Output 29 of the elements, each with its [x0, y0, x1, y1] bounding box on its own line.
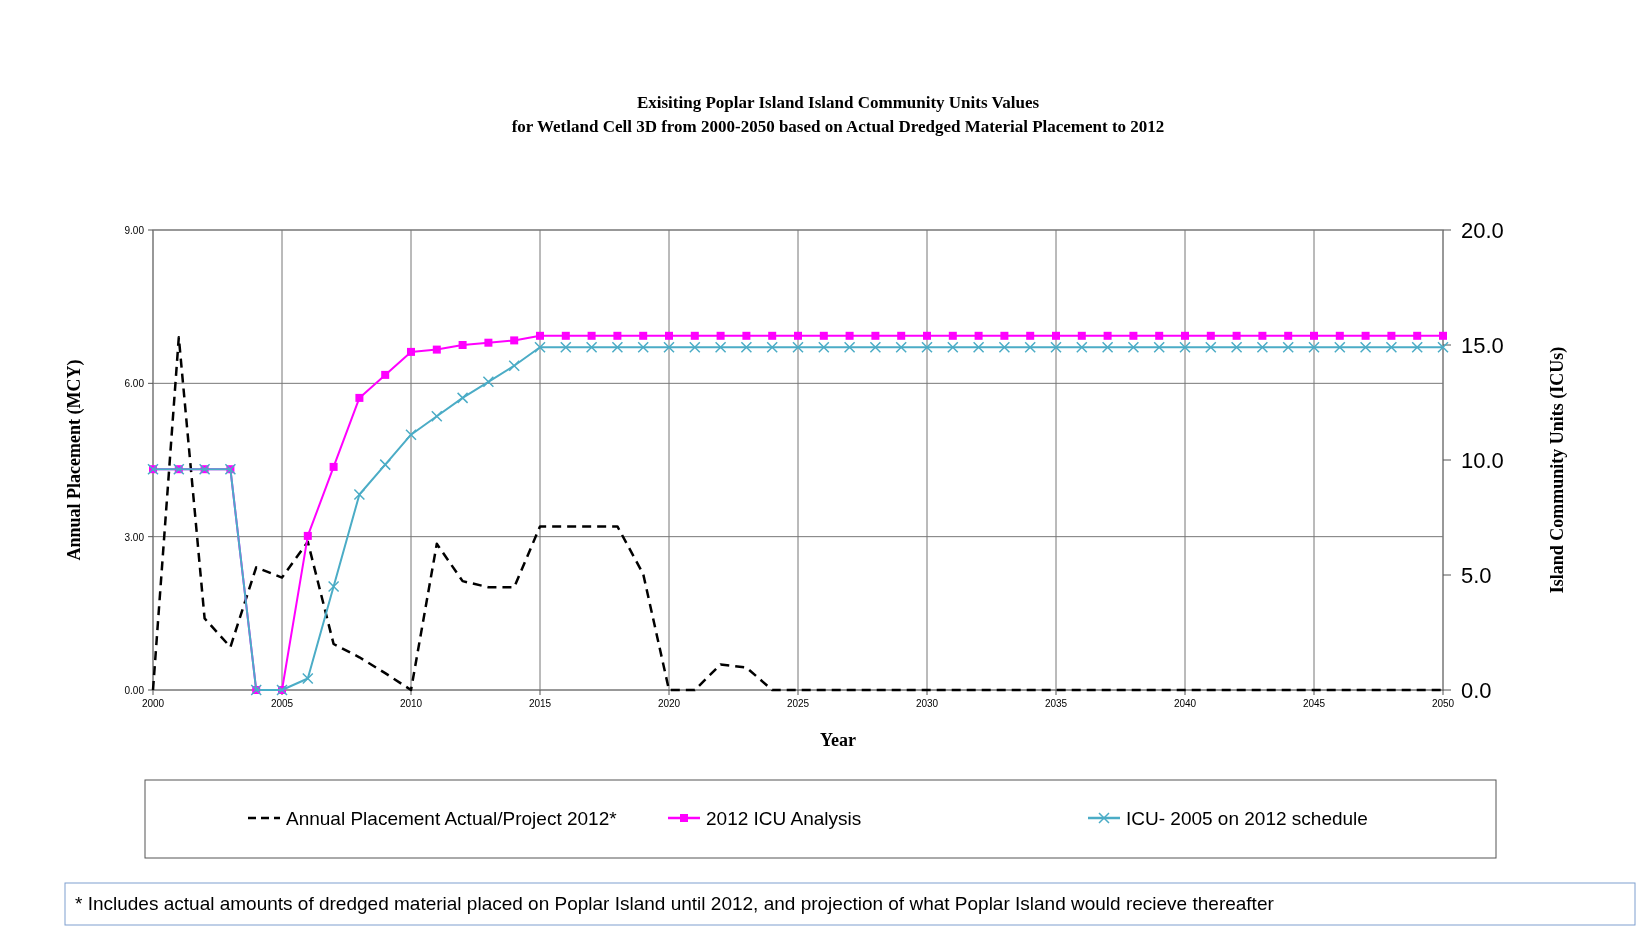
chart-title: Exisiting Poplar Island Island Community Units Values — [636, 93, 1040, 112]
legend-label: Annual Placement Actual/Project 2012* — [286, 808, 618, 829]
x-tick-label: 2010 — [399, 698, 423, 709]
x-tick-label: 2005 — [270, 698, 294, 709]
chart-subtitle: for Wetland Cell 3D from 2000-2050 based on Actual Dredged Material Placement to 2012 — [511, 117, 1165, 136]
y2-tick-label: 10.0 — [1461, 448, 1504, 473]
x-axis-title: Year — [820, 730, 856, 750]
y-axis-title: Annual Placement (MCY) — [64, 359, 85, 561]
legend-label: 2012 ICU Analysis — [706, 808, 862, 829]
x-tick-label: 2030 — [915, 698, 939, 709]
y2-tick-label: 0.0 — [1461, 678, 1492, 703]
x-tick-label: 2040 — [1173, 698, 1197, 709]
x-tick-label: 2015 — [528, 698, 552, 709]
x-tick-label: 2035 — [1044, 698, 1068, 709]
y2-tick-label: 5.0 — [1461, 563, 1492, 588]
x-tick-label: 2020 — [657, 698, 681, 709]
x-tick-label: 2000 — [141, 698, 165, 709]
y-tick-label: 0.00 — [124, 685, 145, 696]
y-tick-label: 6.00 — [124, 378, 145, 390]
y-tick-label: 9.00 — [124, 225, 145, 236]
y2-axis-title: Island Community Units (ICUs) — [1547, 346, 1568, 594]
y2-tick-label: 15.0 — [1461, 333, 1504, 358]
x-tick-label: 2025 — [786, 698, 810, 709]
y-tick-label: 3.00 — [124, 531, 145, 543]
y2-tick-label: 20.0 — [1461, 218, 1504, 243]
legend-label: ICU- 2005 on 2012 schedule — [1126, 808, 1368, 829]
x-tick-label: 2045 — [1302, 698, 1326, 709]
x-tick-label: 2050 — [1431, 698, 1455, 709]
text: * Includes actual amounts of dredged material placed on Poplar Island until 2012, and projection of what Poplar Island would recieve thereafter — [75, 893, 1275, 914]
